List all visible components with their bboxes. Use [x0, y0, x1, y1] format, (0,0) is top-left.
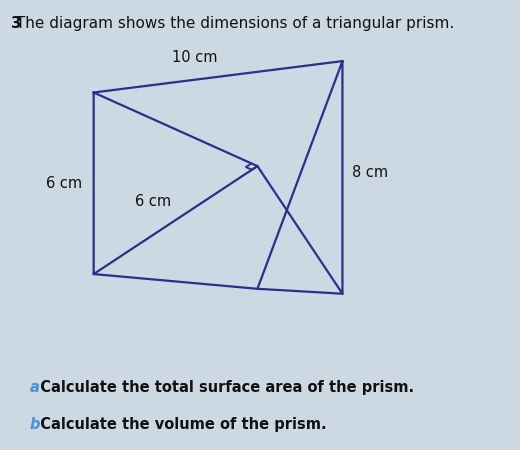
Text: 6 cm: 6 cm: [46, 176, 82, 191]
Text: b: b: [30, 417, 40, 432]
Text: 10 cm: 10 cm: [172, 50, 217, 64]
Text: 6 cm: 6 cm: [135, 194, 171, 209]
Text: Calculate the total surface area of the prism.: Calculate the total surface area of the …: [30, 380, 414, 395]
Text: a: a: [30, 380, 40, 395]
Text: 3: 3: [11, 17, 22, 32]
Text: Calculate the volume of the prism.: Calculate the volume of the prism.: [30, 417, 327, 432]
Text: The diagram shows the dimensions of a triangular prism.: The diagram shows the dimensions of a tr…: [11, 17, 454, 32]
Text: 8 cm: 8 cm: [352, 165, 388, 180]
